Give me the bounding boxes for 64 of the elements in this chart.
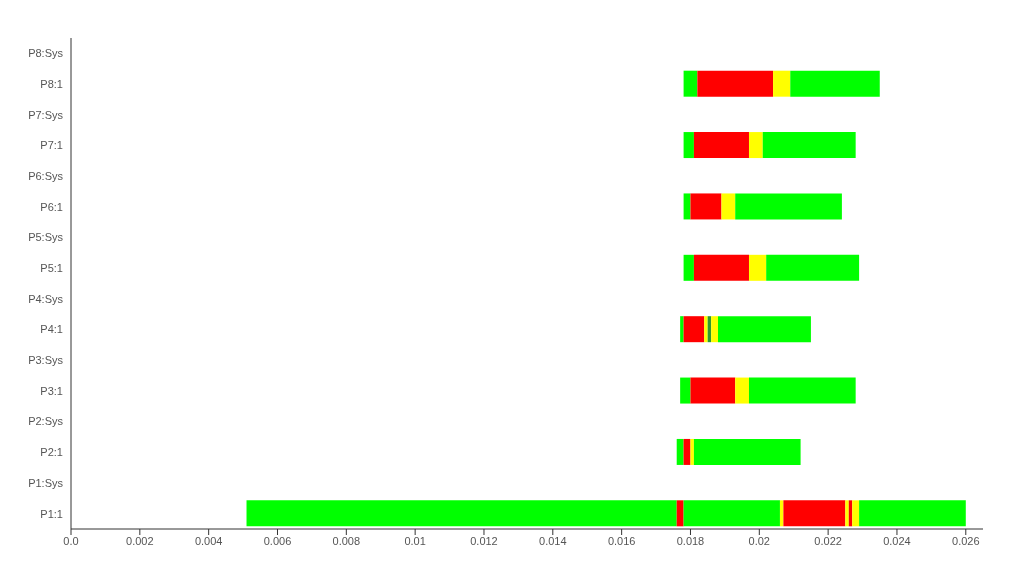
bar <box>676 500 684 527</box>
bar <box>748 132 763 159</box>
x-tick-label: 0.026 <box>952 534 980 547</box>
bar <box>704 316 708 343</box>
y-tick-label: P2:1 <box>40 446 63 459</box>
bar <box>693 254 749 281</box>
x-tick-label: 0.014 <box>539 534 567 547</box>
x-tick-label: 0.002 <box>126 534 154 547</box>
x-tick-label: 0.018 <box>676 534 705 547</box>
y-tick-label: P3:Sys <box>28 354 64 367</box>
y-tick-label: P7:Sys <box>28 108 64 121</box>
bar <box>711 316 718 343</box>
bar <box>852 500 860 527</box>
bar <box>690 193 722 220</box>
bar <box>693 132 749 159</box>
bar <box>773 70 791 97</box>
bar <box>690 377 736 404</box>
bar <box>790 70 880 97</box>
bar <box>683 500 780 527</box>
x-tick-label: 0.022 <box>814 534 842 547</box>
bar <box>859 500 966 527</box>
y-tick-label: P4:1 <box>40 323 63 336</box>
y-tick-label: P4:Sys <box>28 292 64 305</box>
y-tick-label: P6:1 <box>40 200 63 213</box>
y-tick-label: P5:Sys <box>28 231 64 244</box>
bar <box>748 377 856 404</box>
x-tick-label: 0.012 <box>470 534 498 547</box>
y-tick-label: P1:Sys <box>28 476 64 489</box>
y-tick-label: P1:1 <box>40 507 63 520</box>
bar <box>718 316 811 343</box>
bar <box>690 438 694 465</box>
bar <box>766 254 860 281</box>
bar <box>748 254 767 281</box>
bar <box>735 377 749 404</box>
x-tick-label: 0.0 <box>63 534 79 547</box>
bar <box>845 500 849 527</box>
y-tick-label: P7:1 <box>40 139 63 152</box>
bar <box>693 438 801 465</box>
x-tick-label: 0.01 <box>404 534 426 547</box>
bar <box>683 70 698 97</box>
y-tick-label: P2:Sys <box>28 415 64 428</box>
x-tick-label: 0.016 <box>607 534 636 547</box>
bar <box>676 438 684 465</box>
x-tick-label: 0.006 <box>263 534 292 547</box>
bar <box>721 193 736 220</box>
y-tick-label: P5:1 <box>40 262 63 275</box>
bar <box>762 132 856 159</box>
bar <box>735 193 842 220</box>
bar <box>680 377 691 404</box>
y-tick-label: P8:1 <box>40 77 63 90</box>
y-tick-label: P6:Sys <box>28 170 64 182</box>
x-tick-label: 0.008 <box>332 534 361 547</box>
bar <box>683 254 694 281</box>
bar <box>683 316 705 343</box>
bar <box>683 132 694 159</box>
x-tick-label: 0.02 <box>748 534 771 547</box>
y-tick-label: P3:1 <box>40 384 63 397</box>
bar <box>680 316 684 343</box>
bar <box>246 500 677 527</box>
x-tick-label: 0.024 <box>883 534 911 547</box>
x-tick-label: 0.004 <box>194 534 223 547</box>
bar <box>697 70 774 97</box>
y-tick-label: P8:Sys <box>28 47 64 60</box>
bar <box>783 500 846 527</box>
